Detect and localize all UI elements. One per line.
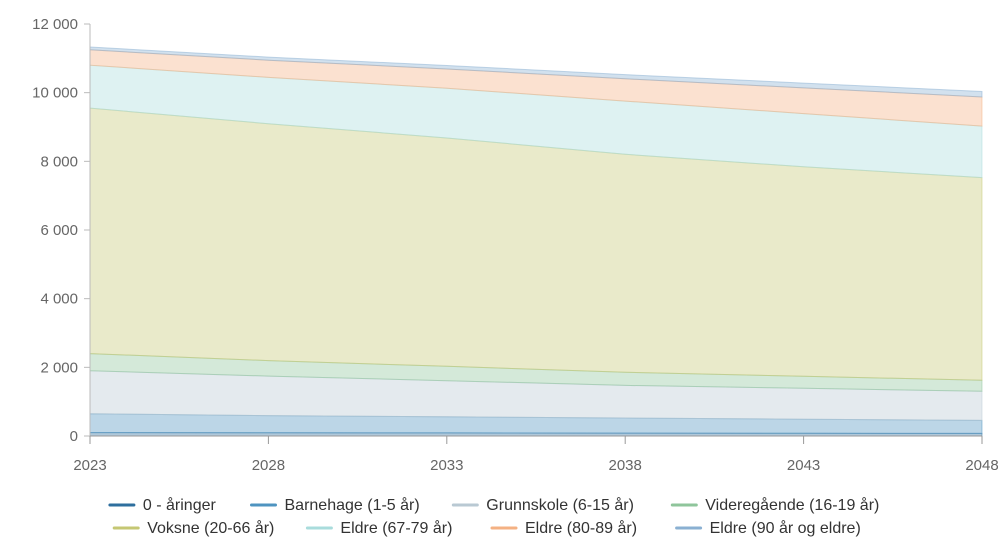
legend-label: Grunnskole (6-15 år) [486,496,634,514]
y-tick-label: 2 000 [40,359,78,376]
legend-label: Voksne (20-66 år) [147,519,274,537]
legend-item-4[interactable]: Videregående (16-19 år) [670,496,879,514]
y-tick-label: 4 000 [40,291,78,308]
y-axis: 0 2 000 4 000 6 000 8 000 10 000 12 000 [32,16,90,445]
x-tick-label: 2038 [609,457,642,474]
x-tick-label: 2048 [965,457,998,474]
y-tick-label: 6 000 [40,222,78,239]
legend: 0 - åringer Barnehage (1-5 år) Grunnskole … [108,496,879,537]
legend-label: Eldre (90 år og eldre) [710,519,861,537]
x-tick-label: 2033 [430,457,463,474]
y-tick-label: 10 000 [32,85,78,102]
y-tick-label: 0 [70,428,78,445]
legend-item-6[interactable]: Eldre (67-79 år) [305,519,452,537]
y-tick-label: 8 000 [40,153,78,170]
y-tick-label: 12 000 [32,16,78,33]
legend-item-3[interactable]: Grunnskole (6-15 år) [451,496,634,514]
legend-label: Eldre (67-79 år) [340,519,452,537]
x-tick-label: 2028 [252,457,285,474]
x-tick-label: 2023 [73,457,106,474]
legend-item-7[interactable]: Eldre (80-89 år) [490,519,637,537]
legend-item-1[interactable]: 0 - åringer [108,496,217,514]
legend-label: 0 - åringer [143,496,217,514]
plot-area [89,46,983,437]
legend-item-8[interactable]: Eldre (90 år og eldre) [675,519,861,537]
legend-label: Videregående (16-19 år) [705,496,879,514]
legend-item-2[interactable]: Barnehage (1-5 år) [250,496,420,514]
legend-label: Eldre (80-89 år) [525,519,637,537]
legend-label: Barnehage (1-5 år) [285,496,420,514]
area-series-8 [89,46,983,98]
x-tick-label: 2043 [787,457,820,474]
x-axis: 2023 2028 2033 2038 2043 2048 [73,436,999,474]
legend-item-5[interactable]: Voksne (20-66 år) [112,519,274,537]
